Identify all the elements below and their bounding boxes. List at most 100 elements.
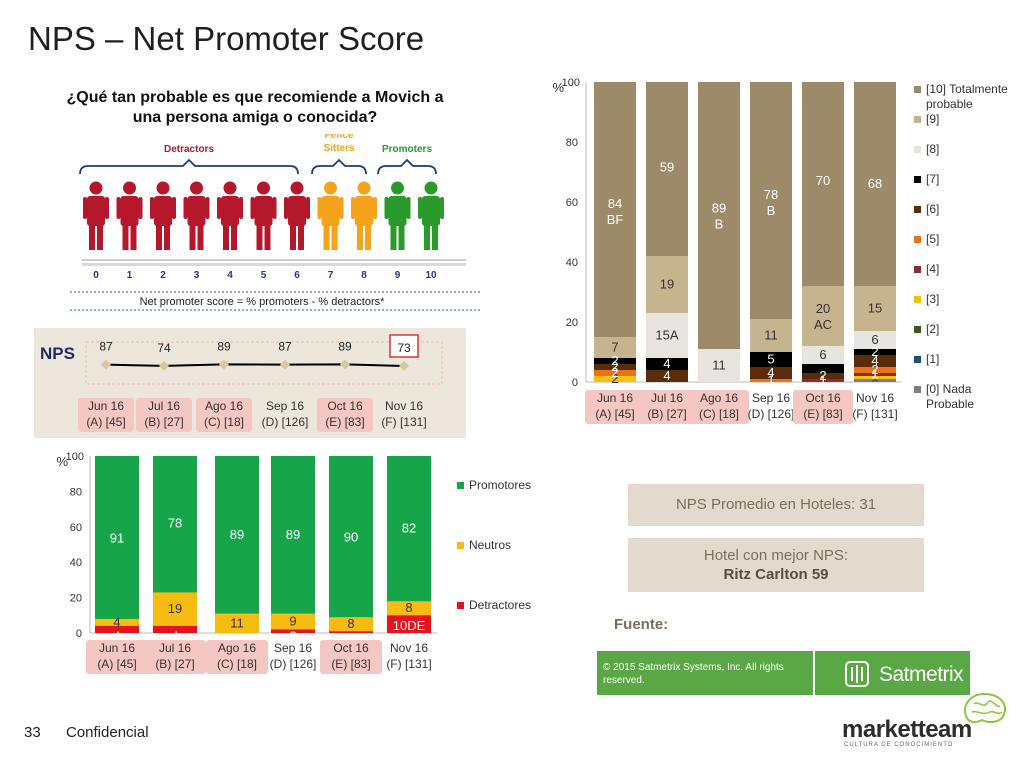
- period-highlight: [793, 390, 853, 424]
- period-base: (D) [126]: [748, 407, 795, 421]
- bar-segment: [594, 358, 636, 364]
- period-month: Sep 16: [274, 641, 312, 655]
- legend-label: [2]: [926, 322, 939, 336]
- bar-stack: [698, 82, 740, 382]
- bar-value-label: B: [767, 203, 776, 218]
- nps-formula: Net promoter score = % promoters - % det…: [140, 296, 386, 308]
- legend-swatch: [914, 326, 921, 333]
- y-tick-label: 20: [566, 317, 578, 329]
- scale-bar: [82, 263, 466, 266]
- legend-label: Promotores: [469, 478, 531, 492]
- satmetrix-copyright: © 2015 Satmetrix Systems, Inc. All right…: [603, 662, 784, 686]
- bar-value-label: AC: [814, 317, 832, 332]
- bar-value-label: 2: [611, 359, 618, 374]
- bar-segment: [750, 379, 792, 382]
- group-brace: [311, 158, 367, 175]
- scale-tick: 8: [361, 270, 367, 281]
- bar-value-label: 4: [871, 353, 878, 368]
- bar-value-label: 4: [113, 614, 120, 629]
- legend-label: [10] Totalmente: [926, 82, 1008, 96]
- period-base: (E) [83]: [325, 415, 364, 429]
- legend-label: probable: [926, 97, 973, 111]
- page-number: 33: [24, 724, 41, 741]
- bar-value-label: 2: [871, 362, 878, 377]
- period-month: Jun 16: [99, 641, 135, 655]
- bar-segment: [646, 82, 688, 256]
- bar-value-label: 5: [767, 352, 774, 367]
- bar-segment: [594, 370, 636, 376]
- period-base: (A) [45]: [86, 415, 125, 429]
- person-icon: [116, 181, 143, 250]
- bar-value-label: 20: [816, 301, 830, 316]
- bar-stack: [95, 456, 139, 633]
- nps-point: [159, 360, 169, 371]
- period-month: Ago 16: [700, 391, 738, 405]
- bar-stack: [271, 456, 315, 633]
- bar-value-label: B: [715, 217, 724, 232]
- period-base: (C) [18]: [699, 407, 739, 421]
- bar-segment: [802, 286, 844, 346]
- legend-swatch: [914, 386, 921, 393]
- bar-stack: [387, 456, 431, 633]
- nps-line-frame: [85, 341, 443, 385]
- group-label: Detractors: [164, 144, 214, 155]
- scale-tick: 3: [194, 270, 200, 281]
- bar-value-label: 11: [764, 328, 778, 343]
- legend-label: [8]: [926, 142, 939, 156]
- bar-value-label: 2: [289, 629, 296, 644]
- nps-point: [219, 359, 229, 370]
- scale-tick: 0: [93, 270, 99, 281]
- source-label: Fuente:: [614, 616, 669, 633]
- bar-stack: [215, 456, 259, 633]
- bar-value-label: 8: [347, 616, 354, 631]
- bar-segment: [698, 82, 740, 349]
- scale-tick: 9: [395, 270, 401, 281]
- legend-label: Probable: [926, 397, 974, 411]
- scale-tick: 10: [425, 270, 437, 281]
- best-nps-label: Hotel con mejor NPS:: [703, 547, 849, 564]
- bar-segment: [594, 376, 636, 382]
- bar-stack: [153, 456, 197, 633]
- bar-value-label: 6: [819, 347, 826, 362]
- bar-value-label: 2: [871, 344, 878, 359]
- bar-value-label: 78: [168, 515, 182, 530]
- y-tick-label: 20: [70, 593, 82, 605]
- bar-segment: [802, 364, 844, 373]
- group-label: Sitters: [323, 143, 355, 154]
- y-axis-unit: %: [552, 80, 564, 95]
- person-icon: [384, 181, 411, 250]
- bar-value-label: 2: [611, 365, 618, 380]
- nps-point: [101, 359, 111, 370]
- legend-swatch: [914, 356, 921, 363]
- bar-value-label: 4: [663, 368, 670, 383]
- bar-value-label: 19: [660, 277, 674, 292]
- bar-segment: [387, 456, 431, 602]
- bar-value-label: 6: [871, 332, 878, 347]
- banner-divider: [813, 651, 815, 695]
- bar-value-label: 68: [868, 176, 882, 191]
- group-label: Promoters: [382, 144, 432, 155]
- bar-segment: [594, 364, 636, 370]
- period-base: (B) [27]: [155, 657, 194, 671]
- bar-value-label: 4: [663, 356, 670, 371]
- nps-infographic: Detractors Fence Sitters Promoters 0 1 2 3 4 5 6 7…: [70, 134, 480, 311]
- bar-segment: [387, 615, 431, 633]
- bar-segment: [698, 349, 740, 382]
- y-tick-label: 60: [70, 522, 82, 534]
- scale-tick: 1: [127, 270, 133, 281]
- legend-label: [9]: [926, 112, 939, 126]
- bar-value-label: 1: [767, 373, 774, 388]
- bar-value-label: 78: [764, 187, 778, 202]
- best-nps-box: Hotel con mejor NPS: Ritz Carlton 59: [628, 538, 924, 592]
- bar-segment: [646, 370, 688, 382]
- scale-tick: 4: [227, 270, 233, 281]
- person-icon: [351, 181, 377, 250]
- bar-segment: [329, 631, 373, 633]
- satmetrix-banner: © 2015 Satmetrix Systems, Inc. All right…: [597, 651, 970, 695]
- legend-swatch: [914, 146, 921, 153]
- legend-label: [7]: [926, 172, 939, 186]
- period-base: (A) [45]: [97, 657, 136, 671]
- bar-segment: [854, 379, 896, 382]
- group-label: Fence: [325, 134, 354, 141]
- nps-value-label: 89: [217, 339, 231, 353]
